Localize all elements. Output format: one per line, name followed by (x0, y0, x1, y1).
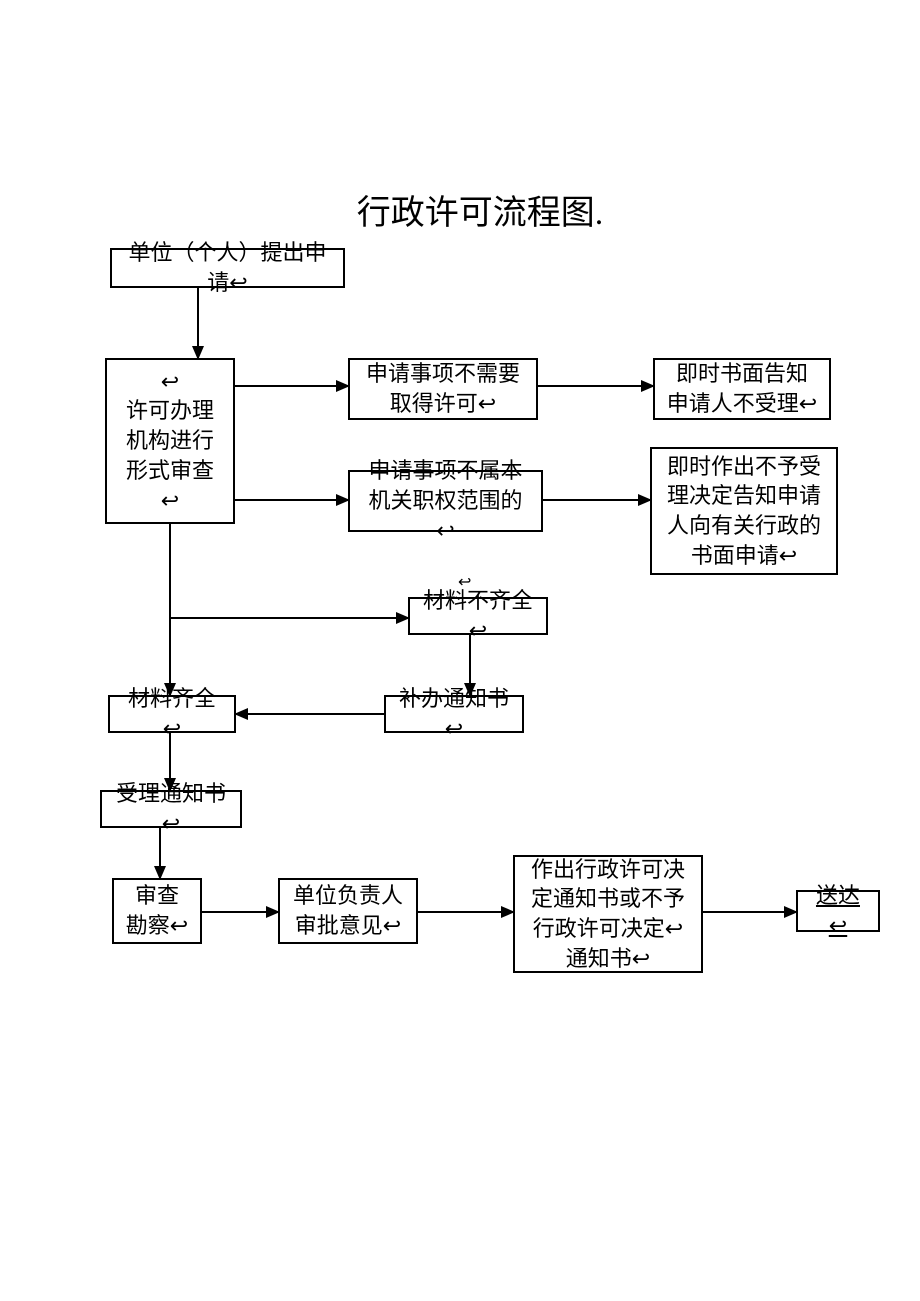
flowchart-node-n7: 材料不齐全↩ (408, 597, 548, 635)
flowchart-node-n11: 审查勘察↩ (112, 878, 202, 944)
flowchart-node-n6: 即时作出不予受理决定告知申请人向有关行政的书面申请↩ (650, 447, 838, 575)
flowchart-node-n13: 作出行政许可决定通知书或不予行政许可决定↩通知书↩ (513, 855, 703, 973)
flowchart-node-n10: 受理通知书↩ (100, 790, 242, 828)
page-title: 行政许可流程图. (260, 185, 700, 234)
flowchart-node-n5: 申请事项不属本机关职权范围的↩ (348, 470, 543, 532)
flowchart-node-n14: 送达↩ (796, 890, 880, 932)
flowchart-node-n8: 材料齐全↩ (108, 695, 236, 733)
flowchart-node-n4: 即时书面告知申请人不受理↩ (653, 358, 831, 420)
floating-mark: ↩ (458, 572, 471, 592)
flowchart-node-n2: ↩许可办理机构进行形式审查↩ (105, 358, 235, 524)
flowchart-canvas: 行政许可流程图. 单位（个人）提出申请↩ ↩许可办理机构进行形式审查↩ 申请事项不需… (0, 0, 920, 1301)
flowchart-node-n3: 申请事项不需要取得许可↩ (348, 358, 538, 420)
flowchart-node-n12: 单位负责人审批意见↩ (278, 878, 418, 944)
flowchart-node-n1: 单位（个人）提出申请↩ (110, 248, 345, 288)
flowchart-node-n9: 补办通知书↩ (384, 695, 524, 733)
